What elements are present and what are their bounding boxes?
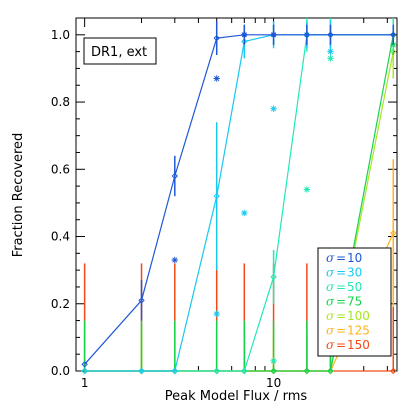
asterisk-stroke [327,49,334,55]
asterisk-stroke [214,75,220,82]
legend-equals: = [336,251,346,265]
alt-data-point [213,310,220,318]
legend-sigma-symbol: σ [326,251,335,265]
data-point [213,192,220,200]
x-tick-label: 10 [266,376,281,390]
data-point [171,172,178,180]
asterisk-stroke [270,358,277,364]
legend-label: 75 [347,295,362,309]
y-tick-label: 0.4 [51,230,70,244]
annotation-text: DR1, ext [91,45,147,60]
legend-equals: = [336,266,346,280]
x-tick-label: 1 [81,376,89,390]
y-tick-label: 1.0 [51,28,70,42]
alt-data-point [241,31,248,39]
data-point [390,367,397,375]
legend-sigma-symbol: σ [326,280,335,294]
data-point [303,367,311,375]
series-group [81,18,397,375]
data-point [213,34,220,42]
alt-data-point [327,48,334,55]
data-point [171,367,178,375]
alt-data-point [241,209,248,217]
asterisk-stroke [214,311,220,317]
data-point [270,367,277,375]
legend-frame [317,247,392,357]
y-tick-label: 0.0 [51,364,70,378]
asterisk-stroke [172,257,178,263]
asterisk-stroke [327,55,334,61]
data-point [81,361,88,368]
asterisk-stroke [270,32,277,38]
alt-data-point [327,55,334,62]
alt-data-point [171,256,178,264]
legend-label: 10 [347,251,362,265]
legend-sigma-symbol: σ [326,324,335,338]
alt-data-point [270,31,277,39]
data-point [327,31,334,39]
legend-equals: = [336,338,346,352]
legend-sigma-symbol: σ [326,266,335,280]
legend-label: 100 [347,309,370,323]
data-point [303,31,311,39]
data-point [390,31,397,39]
asterisk-stroke [304,186,310,193]
legend-label: 50 [347,280,362,294]
annotation-box: DR1, ext [83,37,157,65]
legend-sigma-symbol: σ [326,295,335,309]
alt-data-point [213,75,220,82]
alt-data-point [270,105,277,112]
data-point [81,367,88,375]
data-point [390,229,397,237]
legend-entry: σ = 10 [326,251,362,265]
y-tick-label: 0.2 [51,297,70,311]
alt-data-point [270,357,277,365]
legend-equals: = [336,295,346,309]
y-axis-label: Fraction Recovered [11,133,26,258]
legend-entry: σ = 50 [326,280,362,294]
series-10 [81,21,397,368]
data-point [241,367,248,375]
data-point [270,273,277,281]
legend-entry: σ = 30 [326,266,362,280]
legend-equals: = [336,280,346,294]
legend-label: 150 [347,338,370,352]
legend-entry: σ = 75 [326,295,362,309]
asterisk-stroke [241,210,247,216]
y-tick-label: 0.8 [51,95,70,109]
asterisk-stroke [241,32,247,38]
x-axis-label: Peak Model Flux / rms [165,389,308,404]
data-point [138,367,145,375]
legend-label: 30 [347,266,362,280]
legend-sigma-symbol: σ [326,309,335,323]
legend-label: 125 [347,324,370,338]
alt-data-point [303,186,311,193]
data-point [327,367,334,375]
annotation-frame [83,37,157,65]
legend-entry: σ = 125 [326,324,370,338]
y-tick-label: 0.6 [51,162,70,176]
legend-entry: σ = 100 [326,309,370,323]
legend-entry: σ = 150 [326,338,370,352]
asterisk-stroke [270,106,277,112]
legend-equals: = [336,324,346,338]
y-axis-ticks: 0.0 0.2 0.4 0.6 0.8 1.0 [51,28,397,378]
data-point [138,297,145,304]
legend-sigma-symbol: σ [326,338,335,352]
legend-equals: = [336,309,346,323]
data-point [213,367,220,375]
